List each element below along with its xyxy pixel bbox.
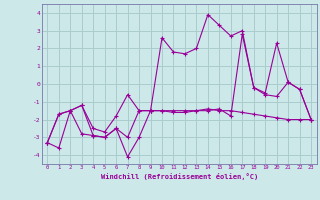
X-axis label: Windchill (Refroidissement éolien,°C): Windchill (Refroidissement éolien,°C) <box>100 173 258 180</box>
